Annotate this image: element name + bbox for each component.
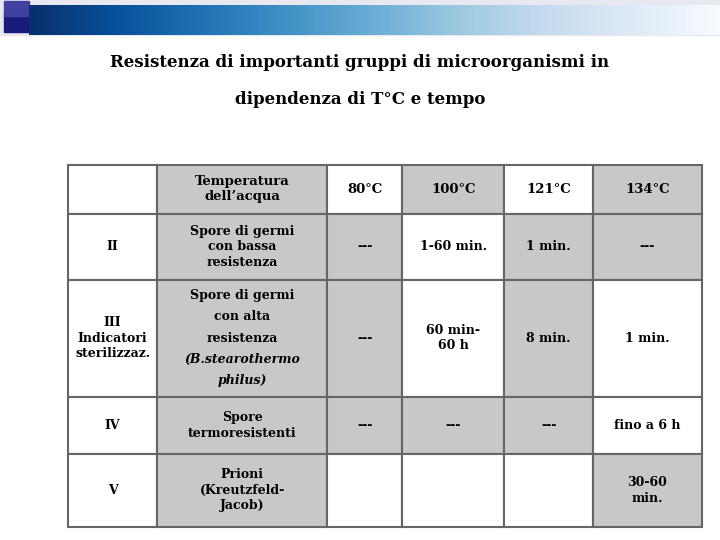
Text: IV: IV	[105, 419, 120, 432]
Text: Spore
termoresistenti: Spore termoresistenti	[188, 411, 297, 440]
Text: 8 min.: 8 min.	[526, 332, 571, 345]
Bar	[402, 214, 505, 280]
Text: resistenza: resistenza	[207, 332, 278, 345]
Text: Prioni
(Kreutzfeld-
Jacob): Prioni (Kreutzfeld- Jacob)	[199, 468, 284, 512]
Text: con alta: con alta	[214, 310, 270, 323]
Text: V: V	[108, 484, 117, 497]
Bar	[68, 165, 157, 214]
Bar	[593, 454, 702, 526]
Text: 30-60
min.: 30-60 min.	[628, 476, 667, 504]
Text: (B.stearothermo: (B.stearothermo	[184, 353, 300, 366]
Bar	[505, 280, 593, 397]
Text: 1 min.: 1 min.	[526, 240, 571, 253]
Text: philus): philus)	[217, 374, 267, 387]
Text: 60 min-
60 h: 60 min- 60 h	[426, 324, 480, 353]
Bar	[505, 214, 593, 280]
Text: ---: ---	[357, 419, 372, 432]
Text: 1 min.: 1 min.	[625, 332, 670, 345]
Bar	[157, 280, 328, 397]
Text: Temperatura
dell’acqua: Temperatura dell’acqua	[194, 175, 289, 204]
Bar	[402, 165, 505, 214]
Bar	[593, 397, 702, 454]
Bar	[328, 165, 402, 214]
Bar	[505, 165, 593, 214]
Bar	[402, 454, 505, 526]
Text: Spore di germi
con bassa
resistenza: Spore di germi con bassa resistenza	[190, 225, 294, 268]
Text: II: II	[107, 240, 119, 253]
Text: ---: ---	[541, 419, 557, 432]
Text: ---: ---	[640, 240, 655, 253]
Text: fino a 6 h: fino a 6 h	[614, 419, 680, 432]
Text: 121°C: 121°C	[526, 183, 571, 195]
Text: 100°C: 100°C	[431, 183, 476, 195]
Text: 1-60 min.: 1-60 min.	[420, 240, 487, 253]
Bar	[593, 214, 702, 280]
Bar	[328, 397, 402, 454]
Text: ---: ---	[357, 240, 372, 253]
Bar	[157, 397, 328, 454]
Bar	[68, 214, 157, 280]
Bar	[402, 280, 505, 397]
Text: Spore di germi: Spore di germi	[190, 289, 294, 302]
Text: III
Indicatori
sterilizzaz.: III Indicatori sterilizzaz.	[75, 316, 150, 360]
Bar	[505, 397, 593, 454]
Text: dipendenza di T°C e tempo: dipendenza di T°C e tempo	[235, 91, 485, 109]
Text: 80°C: 80°C	[347, 183, 382, 195]
Bar	[68, 397, 157, 454]
Bar	[328, 280, 402, 397]
Bar	[157, 165, 328, 214]
Bar	[4, 13, 29, 32]
Bar	[68, 280, 157, 397]
Bar	[4, 1, 29, 16]
Bar	[68, 454, 157, 526]
Bar	[402, 397, 505, 454]
Bar	[328, 214, 402, 280]
Bar	[157, 214, 328, 280]
Bar	[593, 165, 702, 214]
Bar	[157, 454, 328, 526]
Text: ---: ---	[446, 419, 461, 432]
Text: ---: ---	[357, 332, 372, 345]
Text: 134°C: 134°C	[625, 183, 670, 195]
Bar	[505, 454, 593, 526]
Bar	[328, 454, 402, 526]
Bar	[0, 0, 720, 35]
Bar	[593, 280, 702, 397]
Text: Resistenza di importanti gruppi di microorganismi in: Resistenza di importanti gruppi di micro…	[110, 53, 610, 71]
